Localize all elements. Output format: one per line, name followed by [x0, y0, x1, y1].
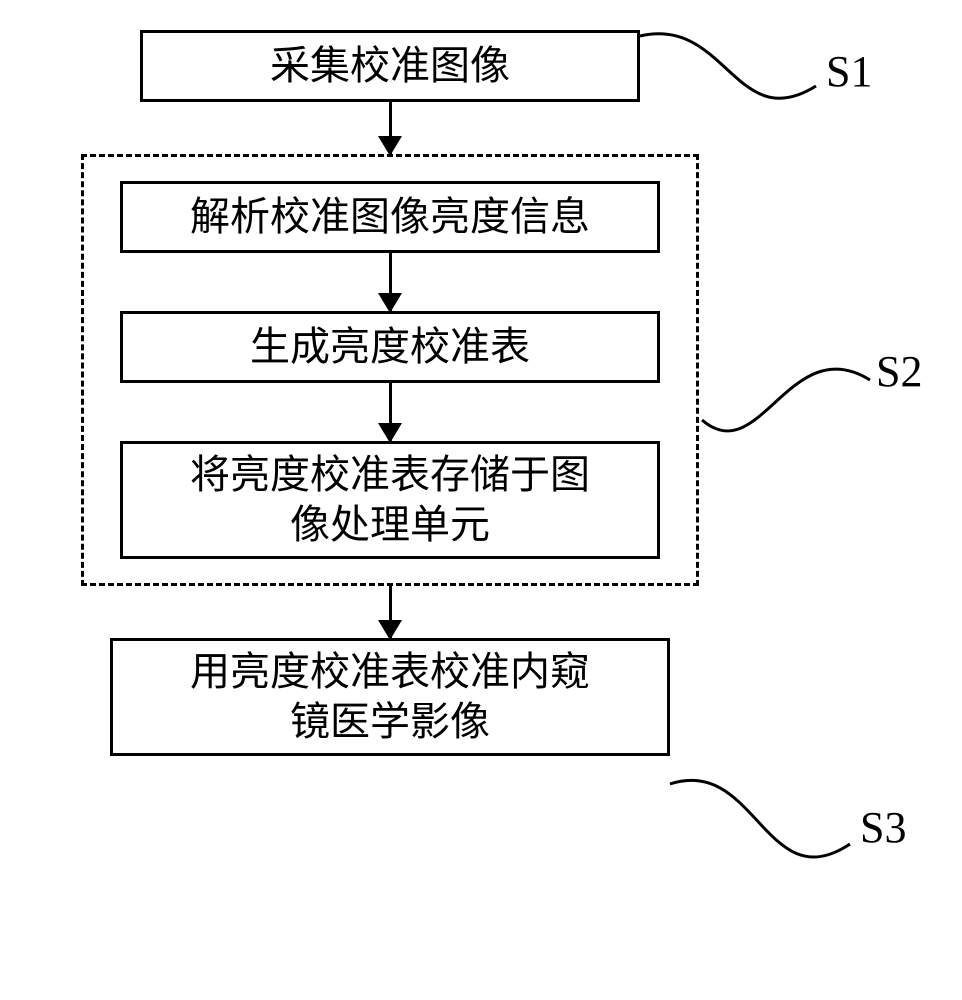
- label-s2: S2: [876, 346, 922, 397]
- arrow-s2-to-s3: [389, 586, 392, 638]
- node-s2c: 将亮度校准表存储于图 像处理单元: [120, 441, 660, 559]
- node-s3: 用亮度校准表校准内窥 镜医学影像: [110, 638, 670, 756]
- node-s3-textwrap: 用亮度校准表校准内窥 镜医学影像: [190, 647, 590, 747]
- callout-s1: S1: [636, 26, 896, 136]
- node-s3-line2: 镜医学影像: [190, 697, 590, 747]
- arrow-s1-to-s2: [389, 102, 392, 154]
- label-s3: S3: [860, 802, 906, 853]
- node-s2a: 解析校准图像亮度信息: [120, 181, 660, 253]
- callout-s3: S3: [666, 770, 926, 900]
- node-s2c-textwrap: 将亮度校准表存储于图 像处理单元: [190, 450, 590, 550]
- node-s3-line1: 用亮度校准表校准内窥: [190, 647, 590, 697]
- flowchart-container: 采集校准图像 解析校准图像亮度信息 生成亮度校准表 将亮度校准表存储于图 像处理…: [80, 30, 700, 756]
- node-s1: 采集校准图像: [140, 30, 640, 102]
- node-s1-text: 采集校准图像: [270, 41, 510, 91]
- node-s2b: 生成亮度校准表: [120, 311, 660, 383]
- label-s1: S1: [826, 46, 872, 97]
- group-s2: 解析校准图像亮度信息 生成亮度校准表 将亮度校准表存储于图 像处理单元: [81, 154, 699, 586]
- node-s2a-text: 解析校准图像亮度信息: [190, 192, 590, 242]
- callout-s2: S2: [700, 340, 940, 480]
- node-s2c-line1: 将亮度校准表存储于图: [190, 450, 590, 500]
- node-s2b-text: 生成亮度校准表: [250, 322, 530, 372]
- node-s2c-line2: 像处理单元: [190, 500, 590, 550]
- arrow-s2a-to-s2b: [389, 253, 392, 311]
- arrow-s2b-to-s2c: [389, 383, 392, 441]
